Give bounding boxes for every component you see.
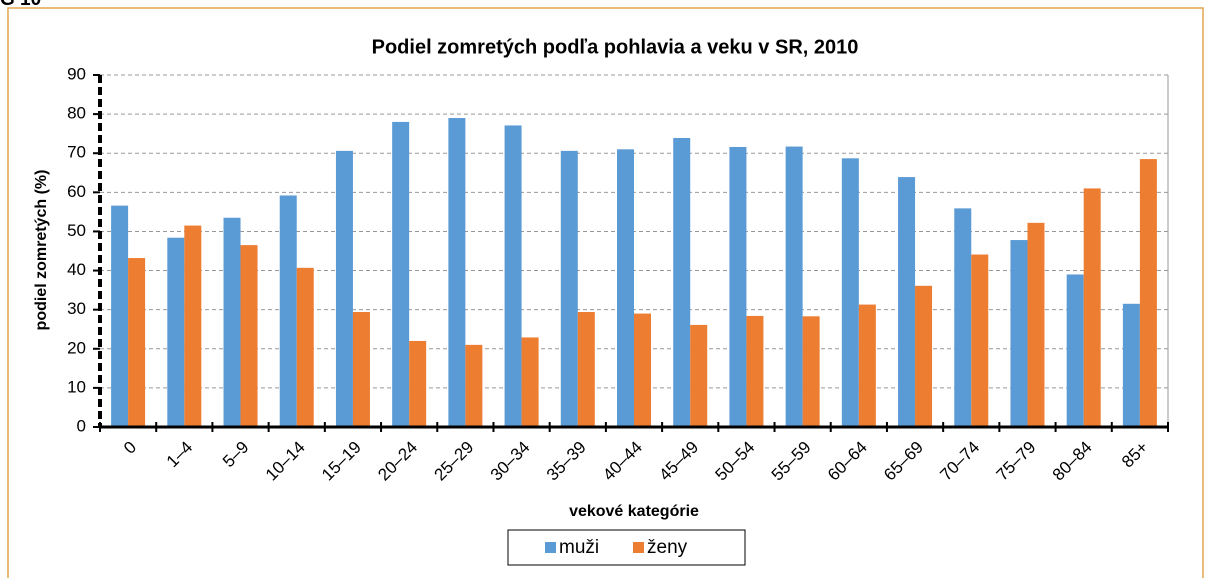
bar bbox=[898, 177, 916, 427]
y-tick-label: 30 bbox=[67, 299, 86, 318]
bar bbox=[1122, 303, 1140, 427]
bar bbox=[785, 146, 803, 427]
y-tick-label: 50 bbox=[67, 221, 86, 240]
bar bbox=[504, 125, 522, 427]
legend: muži ženy bbox=[507, 529, 746, 566]
bar bbox=[223, 217, 241, 427]
chart-frame bbox=[7, 7, 1204, 578]
bar bbox=[335, 150, 353, 427]
bar bbox=[617, 149, 634, 428]
bar bbox=[167, 237, 185, 427]
bar bbox=[1139, 159, 1157, 428]
bar bbox=[352, 312, 370, 427]
y-tick-label: 40 bbox=[67, 260, 86, 279]
bar bbox=[858, 304, 876, 427]
bar bbox=[448, 118, 466, 428]
bar bbox=[690, 324, 708, 427]
y-tick-label: 90 bbox=[67, 64, 86, 83]
bar bbox=[915, 285, 933, 427]
bar bbox=[634, 313, 651, 427]
bar bbox=[802, 316, 820, 427]
bar bbox=[971, 254, 989, 427]
bar bbox=[409, 340, 427, 427]
bar bbox=[1010, 240, 1028, 427]
bar bbox=[521, 337, 539, 427]
chart-title: Podiel zomretých podľa pohlavia a veku v… bbox=[372, 36, 859, 58]
bar bbox=[841, 158, 859, 427]
bar bbox=[111, 205, 129, 427]
legend-swatch bbox=[633, 542, 644, 553]
bar bbox=[954, 208, 972, 427]
y-tick-label: 60 bbox=[67, 182, 86, 201]
y-tick-label: 20 bbox=[67, 338, 86, 357]
legend-label: muži bbox=[559, 537, 599, 558]
y-tick-label: 70 bbox=[67, 143, 86, 162]
bar bbox=[560, 150, 578, 427]
bar bbox=[240, 245, 258, 427]
y-tick-label: 80 bbox=[67, 104, 86, 123]
bar bbox=[1066, 274, 1084, 427]
bar bbox=[1027, 222, 1045, 427]
bar bbox=[673, 137, 691, 428]
legend-swatch bbox=[545, 542, 556, 553]
figure-label: G 10 bbox=[0, 0, 41, 10]
bar bbox=[465, 344, 483, 427]
bar bbox=[746, 315, 764, 427]
y-axis-label: podiel zomretých (%) bbox=[33, 170, 50, 331]
bar bbox=[1083, 188, 1101, 427]
x-axis-label: vekové kategórie bbox=[569, 503, 699, 520]
y-tick-label: 0 bbox=[77, 416, 86, 435]
legend-box bbox=[507, 529, 746, 566]
legend-label: ženy bbox=[647, 537, 688, 558]
bar bbox=[729, 146, 747, 427]
bar bbox=[184, 225, 202, 427]
y-tick-label: 10 bbox=[67, 377, 86, 396]
bar bbox=[128, 258, 146, 427]
bar bbox=[577, 312, 595, 427]
bar bbox=[392, 121, 410, 427]
bar bbox=[279, 195, 297, 427]
bar bbox=[296, 267, 314, 427]
